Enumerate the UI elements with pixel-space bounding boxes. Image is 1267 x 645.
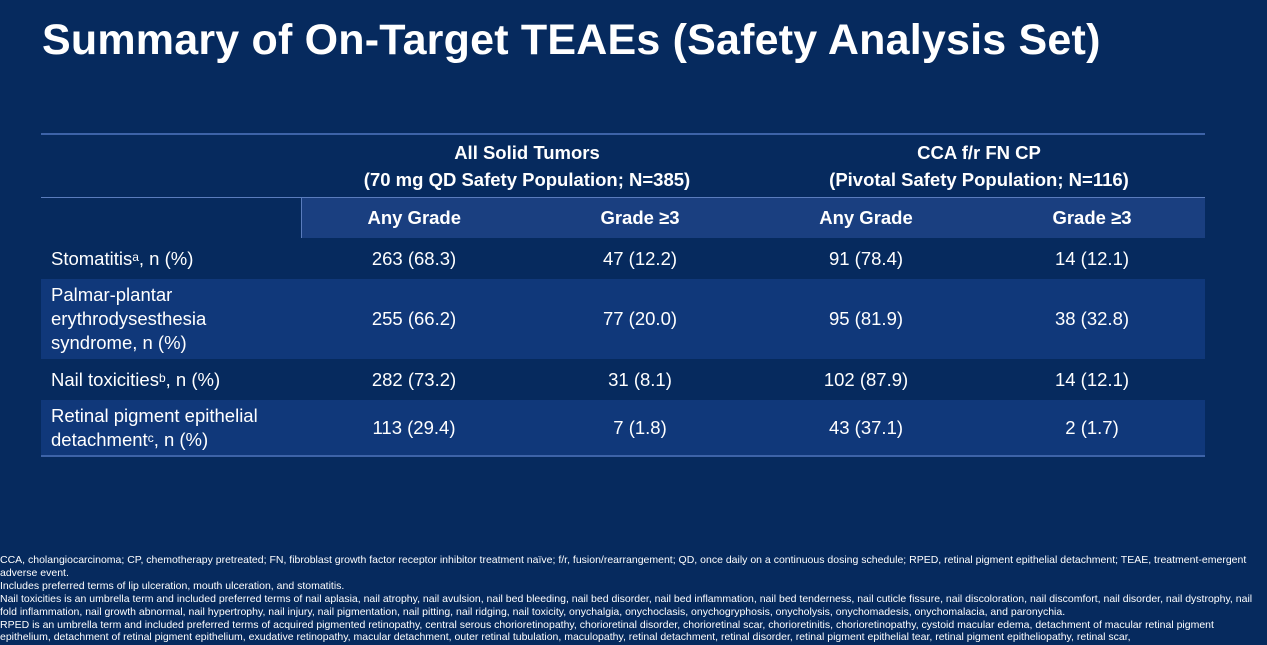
group-header-all-solid-tumors: All Solid Tumors (70 mg QD Safety Popula… xyxy=(301,133,753,198)
row-label: Retinal pigment epithelial detachmentc, … xyxy=(41,400,301,456)
table-row: Retinal pigment epithelial detachmentc, … xyxy=(41,400,1205,456)
footnotes: CCA, cholangiocarcinoma; CP, chemotherap… xyxy=(0,554,1267,644)
group-header-row: All Solid Tumors (70 mg QD Safety Popula… xyxy=(41,133,1205,198)
table-cell: 31 (8.1) xyxy=(608,368,672,390)
subheader-grade-3: Grade ≥3 xyxy=(527,197,753,238)
footnote-c: RPED is an umbrella term and included pr… xyxy=(0,618,1214,644)
table-cell: 91 (78.4) xyxy=(828,247,904,269)
table-cell: 43 (37.1) xyxy=(828,416,904,438)
row-label-text: Retinal pigment epithelial detachment xyxy=(51,404,258,450)
table-cell: 47 (12.2) xyxy=(602,247,678,269)
table-cell: 38 (32.8) xyxy=(1054,308,1130,329)
row-label-tail: , n (%) xyxy=(165,368,221,390)
table-cell: 95 (81.9) xyxy=(828,308,904,329)
footnote-abbreviations: CCA, cholangiocarcinoma; CP, chemotherap… xyxy=(0,554,1247,579)
row-label: Palmar-plantar erythrodysesthesia syndro… xyxy=(41,279,301,359)
table-cell: 263 (68.3) xyxy=(371,247,457,269)
row-label-text: Stomatitis xyxy=(51,247,133,269)
table-cell: 255 (66.2) xyxy=(371,308,457,329)
table-cell: 77 (20.0) xyxy=(602,308,678,329)
header-corner xyxy=(41,133,301,198)
table-cell: 282 (73.2) xyxy=(371,368,457,390)
row-label: Nail toxicitiesb, n (%) xyxy=(41,359,301,400)
subheader-corner xyxy=(41,197,302,238)
table-row: Nail toxicitiesb, n (%) 282 (73.2) 31 (8… xyxy=(41,359,1205,400)
group-header-line1: All Solid Tumors xyxy=(454,142,600,163)
subheader-grade-3: Grade ≥3 xyxy=(979,197,1205,238)
subheader-row: Any Grade Grade ≥3 Any Grade Grade ≥3 xyxy=(41,197,1205,238)
table-cell: 14 (12.1) xyxy=(1054,368,1130,390)
row-label: Stomatitisa, n (%) xyxy=(41,238,301,279)
table-cell: 7 (1.8) xyxy=(613,416,667,438)
subheader-any-grade: Any Grade xyxy=(753,197,979,238)
group-header-line1: CCA f/r FN CP xyxy=(917,142,1041,163)
slide-title: Summary of On-Target TEAEs (Safety Analy… xyxy=(42,16,1101,64)
group-header-cca: CCA f/r FN CP (Pivotal Safety Population… xyxy=(753,133,1205,198)
group-header-line2: (Pivotal Safety Population; N=116) xyxy=(829,169,1129,190)
row-label-tail: , n (%) xyxy=(153,428,209,450)
table-cell: 14 (12.1) xyxy=(1054,247,1130,269)
footnote-marker: c xyxy=(147,430,154,445)
footnote-marker: b xyxy=(158,370,166,385)
row-label-text: Nail toxicities xyxy=(51,368,159,390)
table-cell: 2 (1.7) xyxy=(1065,416,1119,438)
teae-summary-table: All Solid Tumors (70 mg QD Safety Popula… xyxy=(41,133,1205,457)
group-header-line2: (70 mg QD Safety Population; N=385) xyxy=(363,169,691,190)
footnote-a: Includes preferred terms of lip ulcerati… xyxy=(0,579,345,592)
footnote-marker: a xyxy=(132,249,139,264)
subheader-any-grade: Any Grade xyxy=(301,197,527,238)
table-cell: 102 (87.9) xyxy=(823,368,909,390)
table-row: Stomatitisa, n (%) 263 (68.3) 47 (12.2) … xyxy=(41,238,1205,279)
row-label-tail: , n (%) xyxy=(138,247,194,269)
footnote-b: Nail toxicities is an umbrella term and … xyxy=(0,592,1253,618)
row-label-text: Palmar-plantar erythrodysesthesia syndro… xyxy=(51,284,207,353)
table-row: Palmar-plantar erythrodysesthesia syndro… xyxy=(41,279,1205,359)
table-cell: 113 (29.4) xyxy=(372,416,456,438)
